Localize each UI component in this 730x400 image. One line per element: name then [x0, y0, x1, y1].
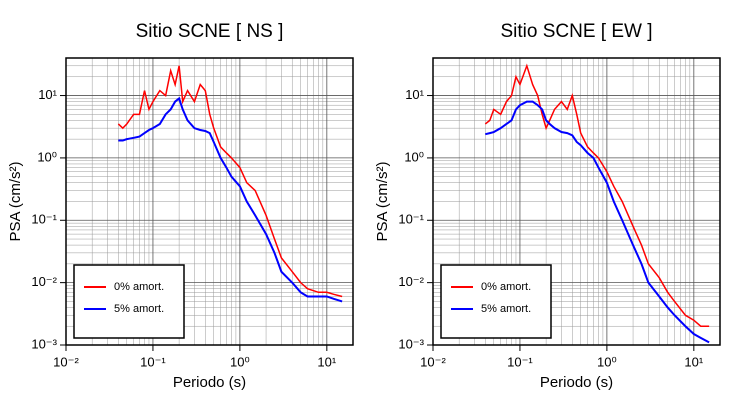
- x-tick-label: 10⁻¹: [507, 354, 533, 369]
- legend-label: 5% amort.: [481, 303, 531, 315]
- legend-box: [440, 264, 552, 339]
- x-tick-label: 10⁰: [230, 354, 250, 369]
- series-line: [485, 100, 710, 344]
- y-axis-label: PSA (cm/s²): [7, 161, 24, 241]
- series-line: [484, 63, 710, 327]
- plot-frame: [65, 57, 354, 346]
- legend-label: 5% amort.: [114, 303, 164, 315]
- x-tick-label: 10¹: [684, 354, 703, 369]
- chart-title: Sitio SCNE [ EW ]: [500, 21, 652, 42]
- x-tick-label: 10⁻²: [420, 354, 446, 369]
- y-tick-label: 10⁻³: [398, 336, 424, 351]
- legend-label: 0% amort.: [481, 281, 531, 293]
- legend-label: 0% amort.: [114, 281, 164, 293]
- x-tick-label: 10⁻²: [53, 354, 79, 369]
- y-tick-label: 10⁻¹: [31, 212, 57, 227]
- x-axis-label: Periodo (s): [173, 374, 246, 391]
- chart-title: Sitio SCNE [ NS ]: [136, 21, 284, 42]
- y-axis-label: PSA (cm/s²): [374, 161, 391, 241]
- y-tick-label: 10¹: [405, 87, 424, 102]
- y-tick-label: 10⁻²: [398, 274, 424, 289]
- legend-box: [73, 264, 185, 339]
- x-tick-label: 10⁰: [597, 354, 617, 369]
- x-axis-label: Periodo (s): [540, 374, 613, 391]
- x-tick-label: 10¹: [317, 354, 336, 369]
- x-tick-label: 10⁻¹: [140, 354, 166, 369]
- y-tick-label: 10⁰: [37, 149, 57, 164]
- y-tick-label: 10⁻¹: [398, 212, 424, 227]
- y-tick-label: 10⁻³: [31, 336, 57, 351]
- y-tick-label: 10¹: [38, 87, 57, 102]
- y-tick-label: 10⁰: [404, 149, 424, 164]
- series-line: [118, 96, 343, 303]
- plot-frame: [432, 57, 721, 346]
- y-tick-label: 10⁻²: [31, 274, 57, 289]
- series-line: [117, 65, 343, 298]
